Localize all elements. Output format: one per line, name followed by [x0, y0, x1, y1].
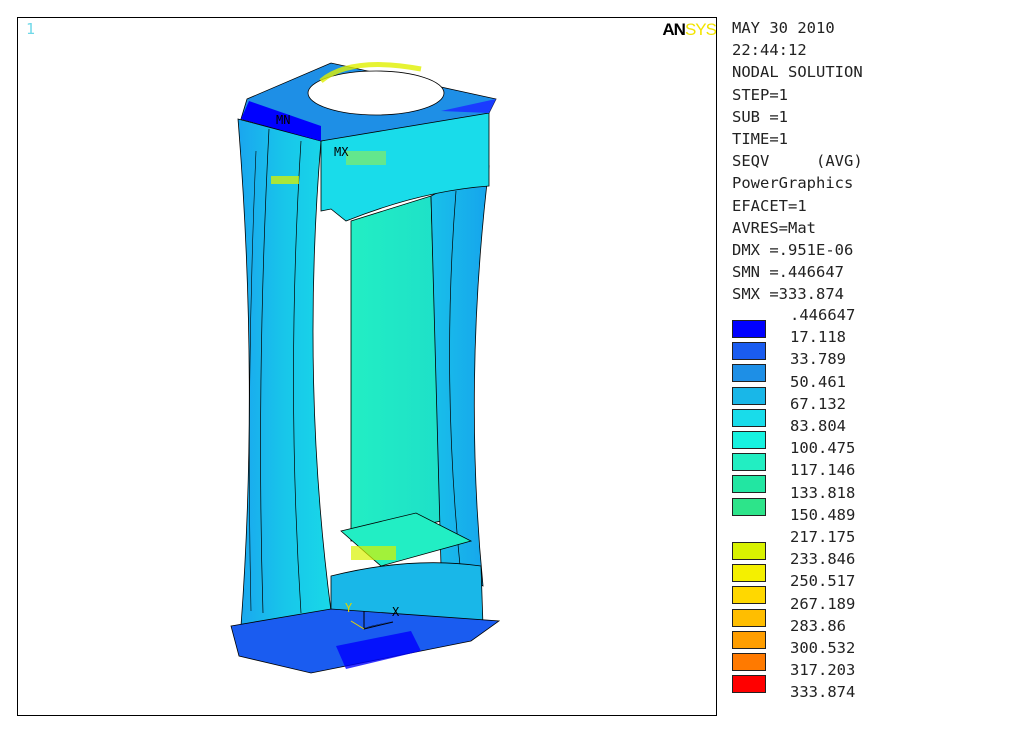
- legend-value: 50.461: [790, 372, 846, 391]
- legend-value: 317.203: [790, 661, 856, 680]
- inner-face: [350, 195, 442, 542]
- window-number: 1: [26, 20, 36, 38]
- efacet-text: EFACET=1: [732, 196, 807, 215]
- legend-color-swatch: [732, 630, 766, 649]
- legend-color-swatch: [732, 475, 766, 494]
- legend-value: 33.789: [790, 350, 846, 369]
- legend-value: 17.118: [790, 328, 846, 347]
- legend-color-swatch: [732, 542, 766, 560]
- avres-text: AVRES=Mat: [732, 218, 816, 237]
- legend-color-swatch: [732, 564, 766, 583]
- legend-color-swatch: [732, 653, 766, 671]
- info-panel: MAY 30 2010 22:44:12 NODAL SOLUTION STEP=1 S…: [732, 17, 863, 306]
- solution-text: NODAL SOLUTION: [732, 63, 863, 82]
- legend-value: 117.146: [790, 461, 856, 480]
- legend-color-swatch: [732, 497, 766, 516]
- legend-color-swatch: [732, 408, 766, 427]
- time-text: 22:44:12: [732, 41, 807, 60]
- smx-text: SMX =333.874: [732, 285, 844, 304]
- legend-color-swatch: [732, 320, 766, 338]
- legend-value: 100.475: [790, 439, 856, 458]
- legend-color-swatch: [732, 608, 766, 627]
- graphics-text: PowerGraphics: [732, 174, 854, 193]
- legend-value: 133.818: [790, 483, 856, 502]
- top-hole: [307, 70, 445, 116]
- legend-color-swatch: [732, 453, 766, 472]
- legend-value: 283.86: [790, 616, 846, 635]
- logo-text-an: AN: [662, 20, 686, 39]
- legend-value: .446647: [790, 306, 856, 324]
- logo-text-sys: SYS: [684, 20, 716, 39]
- fea-contour-model[interactable]: [18, 18, 716, 715]
- ansys-logo: ANSYS: [662, 20, 716, 40]
- legend-value: 300.532: [790, 639, 856, 657]
- step-text: STEP=1: [732, 85, 788, 104]
- graphics-viewport[interactable]: 1 ANSYS: [17, 17, 717, 716]
- legend-value: 267.189: [790, 594, 856, 613]
- legend-value: 67.132: [790, 394, 846, 413]
- legend-color-swatch: [732, 586, 766, 605]
- smn-text: SMN =.446647: [732, 263, 844, 282]
- legend-value: 233.846: [790, 550, 856, 569]
- result-text: SEQV (AVG): [732, 152, 863, 171]
- legend-value: 217.175: [790, 528, 856, 546]
- legend-value: 150.489: [790, 505, 856, 524]
- legend-color-swatch: [732, 675, 766, 694]
- legend-value: 333.874: [790, 683, 856, 702]
- right-pillar: [430, 165, 490, 587]
- sub-text: SUB =1: [732, 107, 788, 126]
- left-pillar: [237, 118, 332, 627]
- legend-value: 83.804: [790, 417, 846, 435]
- time-value-text: TIME=1: [732, 130, 788, 149]
- dmx-text: DMX =.951E-06: [732, 241, 854, 260]
- legend-color-swatch: [732, 364, 766, 383]
- legend-color-swatch: [732, 386, 766, 405]
- date-text: MAY 30 2010: [732, 19, 835, 37]
- legend-color-swatch: [732, 431, 766, 449]
- legend-color-swatch: [732, 342, 766, 361]
- legend-value: 250.517: [790, 572, 856, 591]
- top-block-face: [320, 105, 490, 222]
